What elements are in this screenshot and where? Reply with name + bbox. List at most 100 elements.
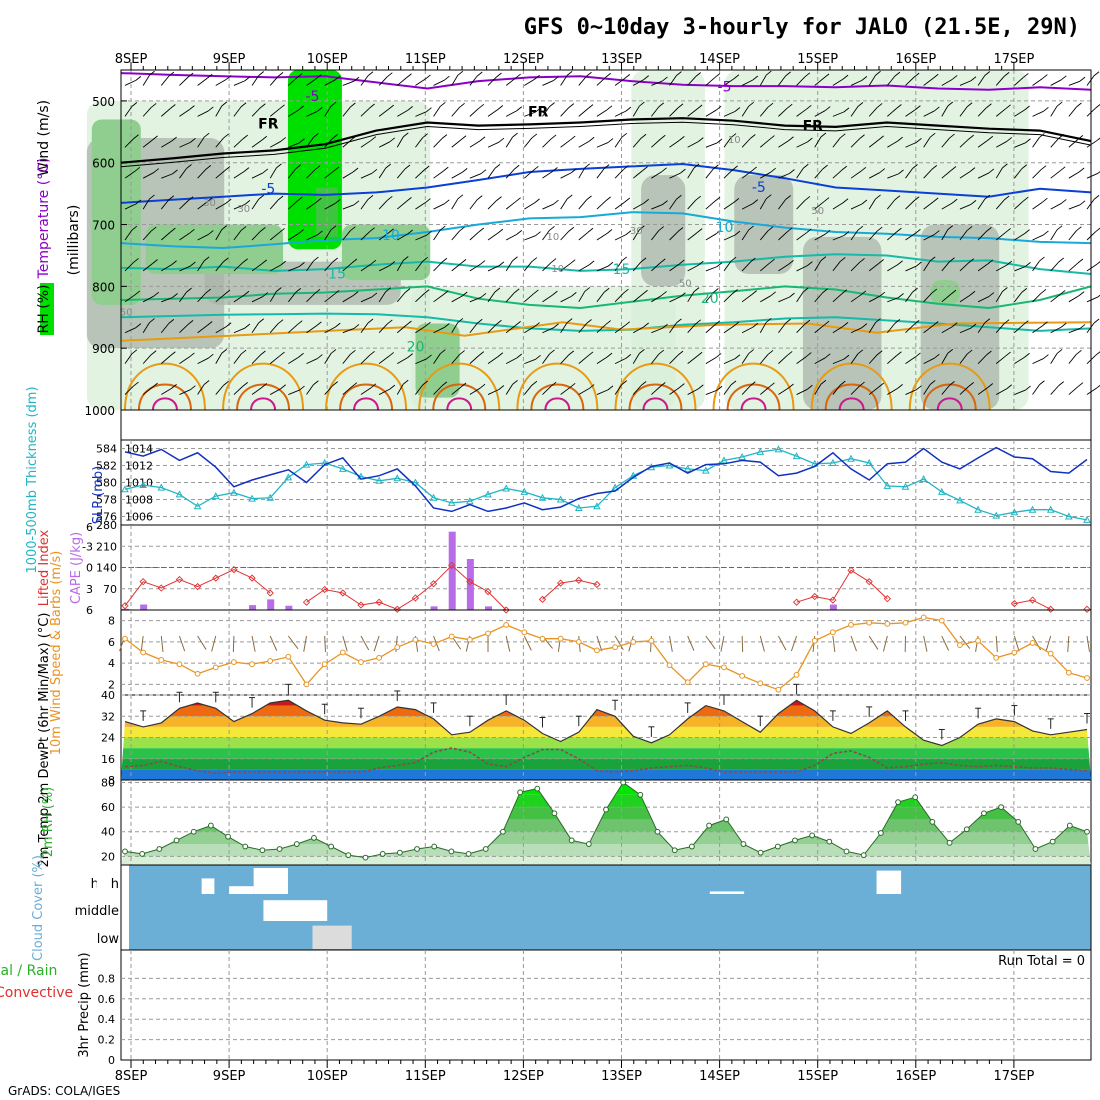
wind-barb-flag — [135, 76, 142, 81]
wind-barb — [505, 168, 515, 179]
wind-barb — [632, 170, 643, 179]
wind10-marker — [557, 635, 564, 642]
wind-barb-flag — [152, 259, 158, 264]
wind-barb — [360, 322, 369, 333]
wind-barb-flag — [1040, 165, 1047, 171]
wind-barb-flag — [1003, 72, 1010, 77]
wind-barb — [415, 137, 423, 148]
wind10-barb — [923, 635, 928, 652]
wind-barb — [233, 138, 243, 148]
wind-barb — [124, 106, 133, 117]
contour-label: FR — [258, 117, 279, 133]
slp-tick-label: 1008 — [125, 494, 153, 507]
wind-barb-flag — [913, 72, 920, 78]
wind10-marker — [757, 680, 764, 687]
cloud-level-label: low — [97, 932, 120, 947]
wind-barb — [705, 168, 714, 179]
wind-barb-flag — [133, 134, 139, 140]
wind-barb — [669, 140, 680, 148]
wind-barb-flag — [478, 351, 485, 356]
wind-barb-flag — [1079, 200, 1086, 206]
wind10-marker — [321, 661, 328, 668]
wind-barb-flag — [258, 318, 265, 324]
wind-barb-flag — [842, 74, 849, 80]
wind-barb-flag — [676, 71, 682, 76]
wind-barb — [687, 232, 698, 241]
rh-marker — [414, 846, 420, 852]
wind-barb-flag — [715, 105, 722, 111]
wind-barb-flag — [751, 166, 757, 172]
wind-barb — [868, 322, 876, 333]
wind-barb-flag — [367, 195, 374, 200]
wind-barb-flag — [314, 288, 321, 294]
wind-barb-flag — [1096, 261, 1100, 265]
wind-barb-flag — [1097, 294, 1100, 298]
wind-barb-flag — [677, 350, 684, 356]
wind-barb-flag — [1023, 320, 1029, 326]
wind-barb — [687, 76, 697, 86]
wind-barb-flag — [807, 137, 813, 143]
wind-barb-flag — [460, 259, 467, 264]
wind10-marker — [793, 671, 800, 678]
wind-barb — [941, 79, 953, 86]
wind-barb-flag — [916, 385, 922, 391]
wind-barb — [160, 75, 170, 86]
rh-marker — [946, 839, 953, 846]
wind-barb — [161, 173, 173, 179]
wind-barb-flag — [422, 380, 428, 386]
wind-barb — [596, 109, 608, 117]
wind-barb — [415, 358, 427, 365]
wind-barb-flag — [733, 198, 740, 203]
wind10-marker — [612, 644, 618, 651]
wind-barb-flag — [316, 321, 322, 327]
wind-barb — [233, 294, 245, 303]
wind-barb — [342, 171, 354, 179]
wind-barb-flag — [385, 287, 391, 293]
wind-barb-flag — [221, 101, 228, 107]
wind-barb — [723, 78, 735, 86]
wind-barb-flag — [496, 72, 502, 78]
wind-barb — [306, 137, 314, 148]
wind-barb-flag — [497, 105, 504, 110]
wind-barb — [778, 173, 790, 179]
wind-barb-flag — [1096, 137, 1100, 141]
wind-barb — [886, 323, 896, 334]
wind-barb — [850, 138, 860, 148]
wind-barb-flag — [276, 287, 282, 292]
wind-barb-flag — [966, 102, 973, 108]
precip-total-label: tal / Rain — [0, 963, 57, 979]
wind-barb — [306, 201, 317, 210]
wind-barb-flag — [223, 257, 229, 263]
wind-barb — [560, 322, 568, 333]
wind-barb — [1086, 296, 1099, 303]
wind10-marker — [1065, 669, 1072, 676]
wind-barb-flag — [389, 384, 396, 390]
wind-barb — [941, 385, 950, 395]
precip-convective-label: Convective — [0, 985, 73, 1001]
wind10-barb — [777, 635, 787, 651]
wind-barb — [251, 107, 261, 117]
wind10-marker — [339, 649, 346, 656]
wind-barb — [669, 199, 677, 210]
wind-barb — [124, 79, 137, 86]
wind-barb — [124, 170, 136, 179]
wind-barb — [578, 231, 589, 241]
wind-barb-flag — [677, 227, 684, 232]
wind-barb — [1014, 389, 1026, 395]
wind-barb — [451, 322, 459, 333]
isotherm-loop — [123, 362, 206, 411]
wind-barb — [505, 384, 513, 395]
wind-barb — [941, 293, 952, 303]
wind-barb — [142, 75, 150, 86]
rh-marker — [225, 833, 231, 840]
wind-barb-flag — [1024, 229, 1030, 234]
wind-barb-flag — [533, 165, 539, 171]
temp-tick-label: 16 — [101, 753, 115, 766]
wind-barb — [996, 141, 1007, 148]
wind-barb-flag — [371, 292, 378, 298]
wind-barb — [324, 385, 334, 395]
rh-marker — [860, 852, 867, 859]
wind-barb-flag — [987, 259, 994, 265]
wind10-barb — [1086, 635, 1090, 652]
wind-barb-flag — [1006, 384, 1013, 390]
